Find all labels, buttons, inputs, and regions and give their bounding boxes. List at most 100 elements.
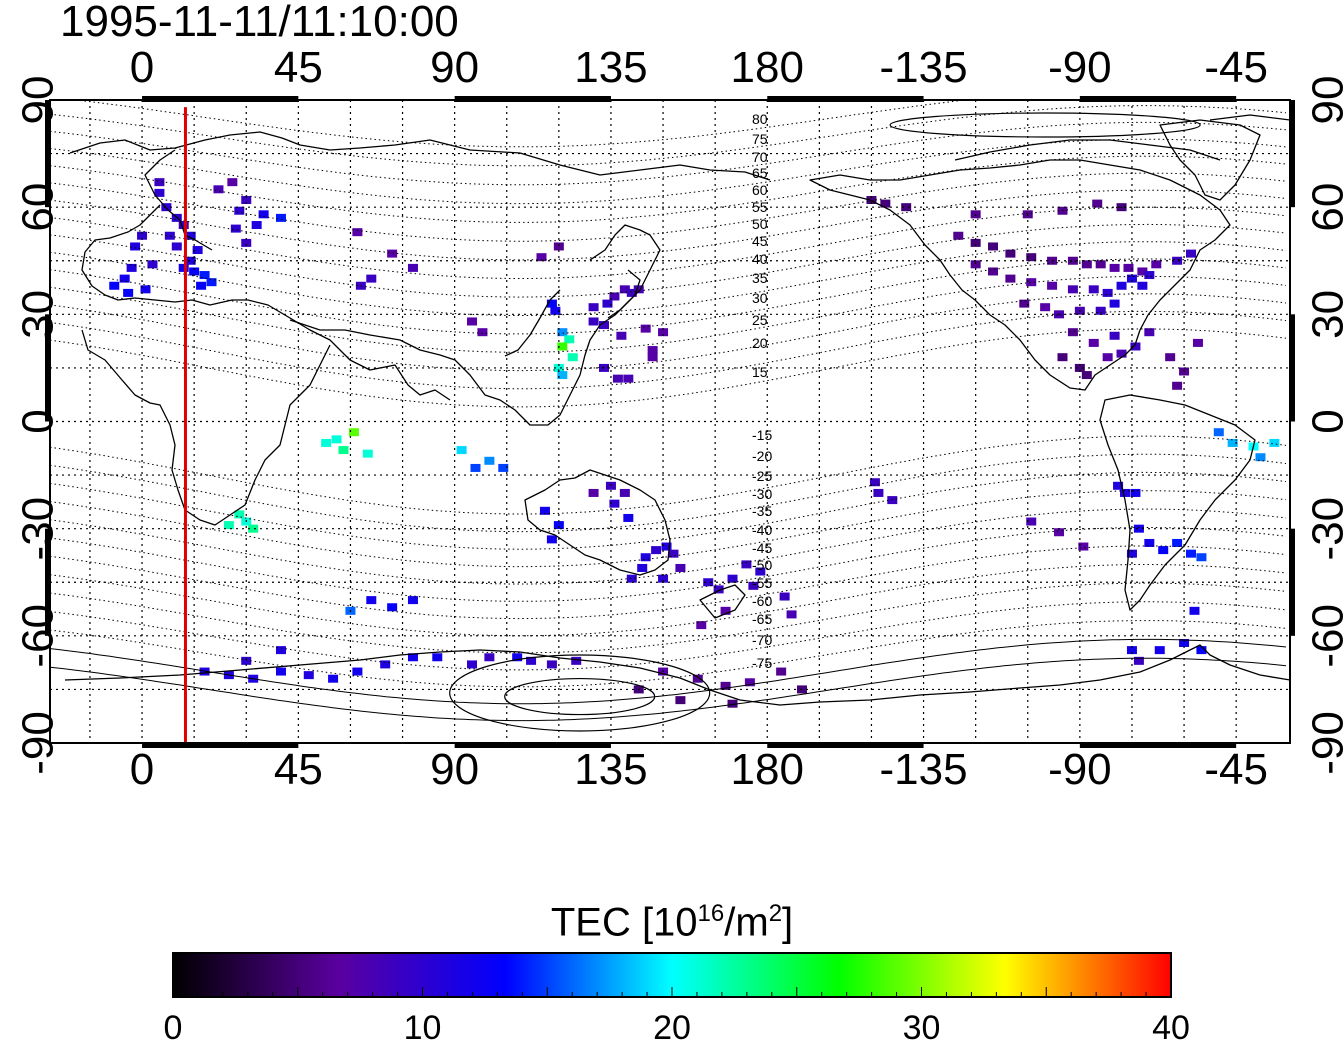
tec-point: [755, 567, 766, 576]
mlat-label: 40: [752, 251, 768, 267]
tec-point: [338, 446, 349, 455]
tec-point: [609, 499, 620, 508]
tec-point: [599, 363, 610, 372]
tec-point: [602, 299, 613, 308]
tec-point: [1137, 281, 1148, 290]
colorbar-tick-label: 0: [163, 1009, 183, 1047]
tec-point: [970, 238, 981, 247]
tec-point: [1095, 306, 1106, 315]
mlat-label: 60: [752, 182, 768, 198]
tec-point: [612, 374, 623, 383]
tec-point: [185, 231, 196, 240]
tec-point: [248, 524, 259, 533]
tec-point: [352, 228, 363, 237]
tec-point: [640, 324, 651, 333]
mlat-contour-ring: [449, 654, 711, 732]
lon-tick-label: 180: [731, 43, 804, 92]
mlat-contour: [49, 223, 1287, 298]
tec-point: [557, 371, 568, 380]
tec-point: [1154, 646, 1165, 655]
frame-band-lon: [454, 96, 611, 102]
tec-point: [456, 446, 467, 455]
tec-point: [633, 285, 644, 294]
tec-point: [1081, 260, 1092, 269]
tec-point: [1130, 342, 1141, 351]
tec-point: [1026, 278, 1037, 287]
tec-point: [692, 674, 703, 683]
tec-point: [1172, 538, 1183, 547]
tec-point: [348, 428, 359, 437]
lat-lon-grid: [50, 100, 1290, 743]
frame-band-lon: [142, 742, 299, 748]
tec-point: [362, 449, 373, 458]
tec-point: [1116, 349, 1127, 358]
tec-point: [588, 303, 599, 312]
lon-tick-label: 0: [130, 43, 154, 92]
tec-point: [727, 574, 738, 583]
tec-point: [741, 560, 752, 569]
tec-point: [1179, 638, 1190, 647]
tec-point: [776, 667, 787, 676]
tec-point: [727, 699, 738, 708]
tec-point: [1019, 299, 1030, 308]
tec-point: [199, 271, 210, 280]
mlat-contour: [49, 582, 1287, 654]
tec-point: [1165, 353, 1176, 362]
tec-point: [887, 496, 898, 505]
tec-point: [512, 653, 523, 662]
tec-point: [550, 306, 561, 315]
mlat-label: 70: [752, 149, 768, 165]
tec-point: [546, 299, 557, 308]
mlat-label: 20: [752, 335, 768, 351]
colorbar-tick-label: 10: [403, 1009, 442, 1047]
tec-point: [557, 342, 568, 351]
lat-tick-label-left: 60: [14, 183, 63, 232]
colorbar-title: TEC [1016/m2]: [0, 890, 1344, 946]
tec-point: [467, 660, 478, 669]
tec-point: [241, 238, 252, 247]
tec-point: [626, 288, 637, 297]
frame-band-lat: [1289, 528, 1295, 636]
lat-tick-label-left: 30: [14, 290, 63, 339]
tec-point: [1255, 453, 1266, 462]
frame-band-lon: [767, 96, 924, 102]
tec-point: [1151, 260, 1162, 269]
tec-point: [1192, 338, 1203, 347]
frame-band-lat: [45, 314, 51, 422]
lat-tick-label-left: 0: [14, 409, 63, 433]
mlat-contour: [49, 105, 1287, 167]
colorbar-title-exponent: 16: [697, 900, 725, 927]
tec-point: [637, 563, 648, 572]
tec-point: [154, 178, 165, 187]
tec-point: [748, 581, 759, 590]
mlat-contour: [49, 138, 1287, 205]
tec-point: [206, 278, 217, 287]
lat-tick-label-left: -30: [14, 497, 63, 561]
tec-point: [484, 653, 495, 662]
tec-point: [1067, 328, 1078, 337]
mlat-label: -15: [752, 427, 772, 443]
tec-point: [675, 696, 686, 705]
tec-point: [1078, 542, 1089, 551]
colorbar-title-end: ]: [782, 900, 794, 945]
mlat-contour: [49, 155, 1287, 223]
tec-point: [1088, 285, 1099, 294]
tec-point: [1133, 656, 1144, 665]
tec-point: [171, 242, 182, 251]
tec-point: [119, 274, 130, 283]
mlat-contour-ring: [889, 112, 1201, 138]
tec-point: [380, 660, 391, 669]
tec-point: [477, 328, 488, 337]
tec-point: [623, 513, 634, 522]
tec-point: [658, 574, 669, 583]
lon-tick-label: -135: [880, 43, 968, 92]
tec-point: [1005, 274, 1016, 283]
tec-point: [553, 521, 564, 530]
tec-point: [1074, 363, 1085, 372]
tec-point: [1057, 353, 1068, 362]
tec-point: [467, 317, 478, 326]
mlat-contour: [49, 275, 1287, 353]
tec-point: [130, 242, 141, 251]
lon-tick-label: -90: [1048, 745, 1112, 794]
